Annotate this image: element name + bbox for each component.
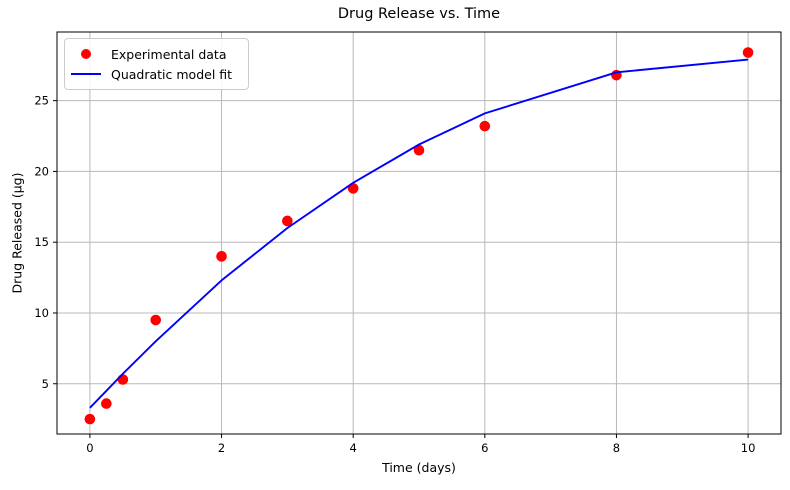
- x-tick-label: 0: [86, 441, 93, 455]
- scatter-point: [479, 120, 491, 132]
- line-marker-icon: [71, 73, 101, 75]
- x-axis-label: Time (days): [382, 460, 456, 475]
- x-tick-label: 10: [741, 441, 756, 455]
- legend-item-experimental-data: Experimental data: [70, 44, 239, 64]
- x-tick-label: 6: [481, 441, 488, 455]
- y-axis-label: Drug Released (µg): [9, 172, 25, 294]
- legend: Experimental data Quadratic model fit: [64, 38, 249, 90]
- fit-line: [89, 58, 749, 409]
- scatter-marker-icon: [81, 49, 91, 59]
- x-tick-label: 4: [350, 441, 357, 455]
- plot-border: [56, 31, 782, 435]
- scatter-point: [282, 215, 293, 227]
- legend-label-model-fit: Quadratic model fit: [111, 66, 233, 82]
- chart-title: Drug Release vs. Time: [337, 6, 501, 22]
- y-tick-label: 5: [42, 377, 49, 391]
- y-tick-label: 20: [34, 164, 49, 178]
- y-tick-label: 15: [34, 235, 49, 249]
- x-tick-label: 8: [613, 441, 620, 455]
- legend-item-model-fit: Quadratic model fit: [70, 64, 239, 84]
- y-tick-label: 10: [34, 306, 49, 320]
- scatter-point: [216, 251, 227, 262]
- scatter-point: [117, 374, 129, 385]
- legend-swatch: [70, 49, 102, 59]
- scatter-point: [742, 47, 754, 58]
- scatter-point: [84, 413, 96, 425]
- legend-swatch: [70, 73, 102, 75]
- scatter-point: [101, 398, 112, 409]
- scatter-point: [413, 144, 425, 156]
- scatter-point: [150, 314, 162, 326]
- x-tick-label: 2: [218, 441, 225, 455]
- y-tick-label: 25: [34, 94, 49, 108]
- legend-label-experimental-data: Experimental data: [111, 46, 227, 62]
